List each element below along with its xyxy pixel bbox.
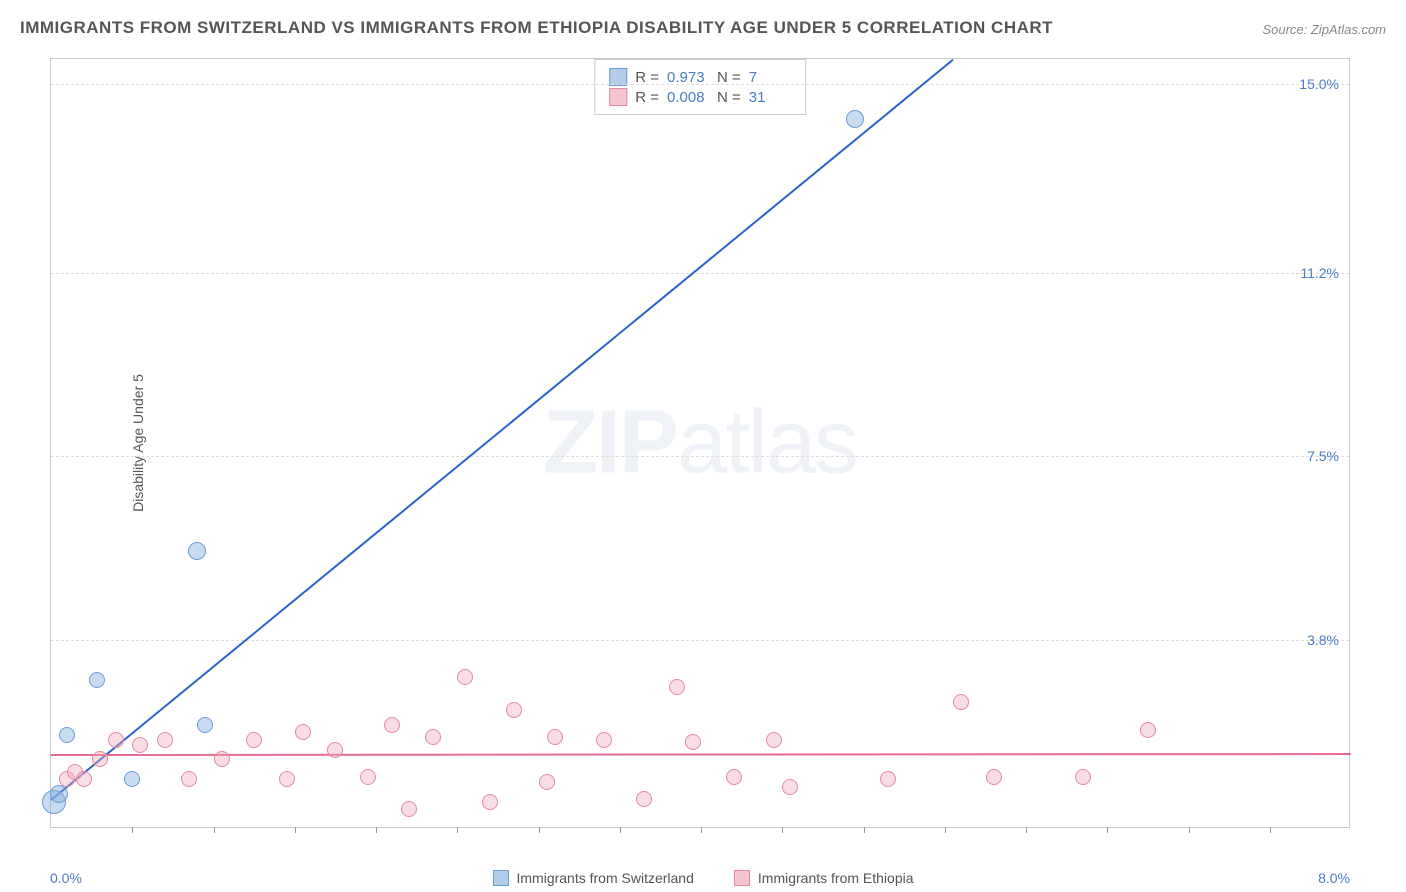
swatch-ethiopia [734,870,750,886]
gridline [51,456,1349,457]
y-tick-label: 11.2% [1300,265,1339,281]
x-tick [376,827,377,833]
gridline [51,273,1349,274]
x-tick [457,827,458,833]
point-ethiopia [384,717,400,733]
y-tick-label: 3.8% [1307,632,1339,648]
point-ethiopia [766,732,782,748]
swatch-ethiopia [609,88,627,106]
point-ethiopia [669,679,685,695]
point-switzerland [89,672,105,688]
point-switzerland [188,542,206,560]
regression-line-ethiopia [51,753,1351,756]
point-ethiopia [782,779,798,795]
x-tick [620,827,621,833]
point-ethiopia [596,732,612,748]
point-ethiopia [425,729,441,745]
point-ethiopia [214,751,230,767]
point-switzerland [59,727,75,743]
point-ethiopia [986,769,1002,785]
point-switzerland [124,771,140,787]
swatch-switzerland [493,870,509,886]
x-tick [1107,827,1108,833]
x-tick [1270,827,1271,833]
point-ethiopia [92,751,108,767]
point-ethiopia [279,771,295,787]
point-ethiopia [457,669,473,685]
point-ethiopia [157,732,173,748]
point-ethiopia [181,771,197,787]
point-ethiopia [953,694,969,710]
x-tick [701,827,702,833]
regression-line-switzerland [50,59,953,801]
point-ethiopia [636,791,652,807]
legend-item-switzerland: Immigrants from Switzerland [493,870,694,886]
point-ethiopia [880,771,896,787]
x-tick [945,827,946,833]
y-axis-label: Disability Age Under 5 [130,374,146,512]
plot-area: Disability Age Under 5 ZIPatlas R = 0.97… [50,58,1350,828]
point-ethiopia [295,724,311,740]
x-tick [1189,827,1190,833]
point-ethiopia [108,732,124,748]
point-ethiopia [482,794,498,810]
legend-row-ethiopia: R = 0.008 N = 31 [609,88,791,106]
correlation-legend: R = 0.973 N = 7 R = 0.008 N = 31 [594,59,806,115]
x-tick [782,827,783,833]
watermark: ZIPatlas [543,392,857,495]
point-ethiopia [132,737,148,753]
source-attribution: Source: ZipAtlas.com [1262,22,1386,37]
chart-title: IMMIGRANTS FROM SWITZERLAND VS IMMIGRANT… [20,18,1053,38]
point-ethiopia [360,769,376,785]
y-tick-label: 7.5% [1307,448,1339,464]
point-ethiopia [1075,769,1091,785]
x-tick [1026,827,1027,833]
point-switzerland [50,785,68,803]
x-tick [132,827,133,833]
legend-item-ethiopia: Immigrants from Ethiopia [734,870,914,886]
series-legend: Immigrants from Switzerland Immigrants f… [0,870,1406,886]
gridline [51,84,1349,85]
point-ethiopia [685,734,701,750]
point-ethiopia [76,771,92,787]
point-switzerland [846,110,864,128]
point-ethiopia [327,742,343,758]
point-ethiopia [726,769,742,785]
x-tick [295,827,296,833]
point-ethiopia [539,774,555,790]
point-ethiopia [401,801,417,817]
point-ethiopia [1140,722,1156,738]
point-ethiopia [246,732,262,748]
y-tick-label: 15.0% [1299,76,1339,92]
point-ethiopia [506,702,522,718]
x-tick [214,827,215,833]
x-tick [539,827,540,833]
x-tick [864,827,865,833]
point-switzerland [197,717,213,733]
point-ethiopia [547,729,563,745]
